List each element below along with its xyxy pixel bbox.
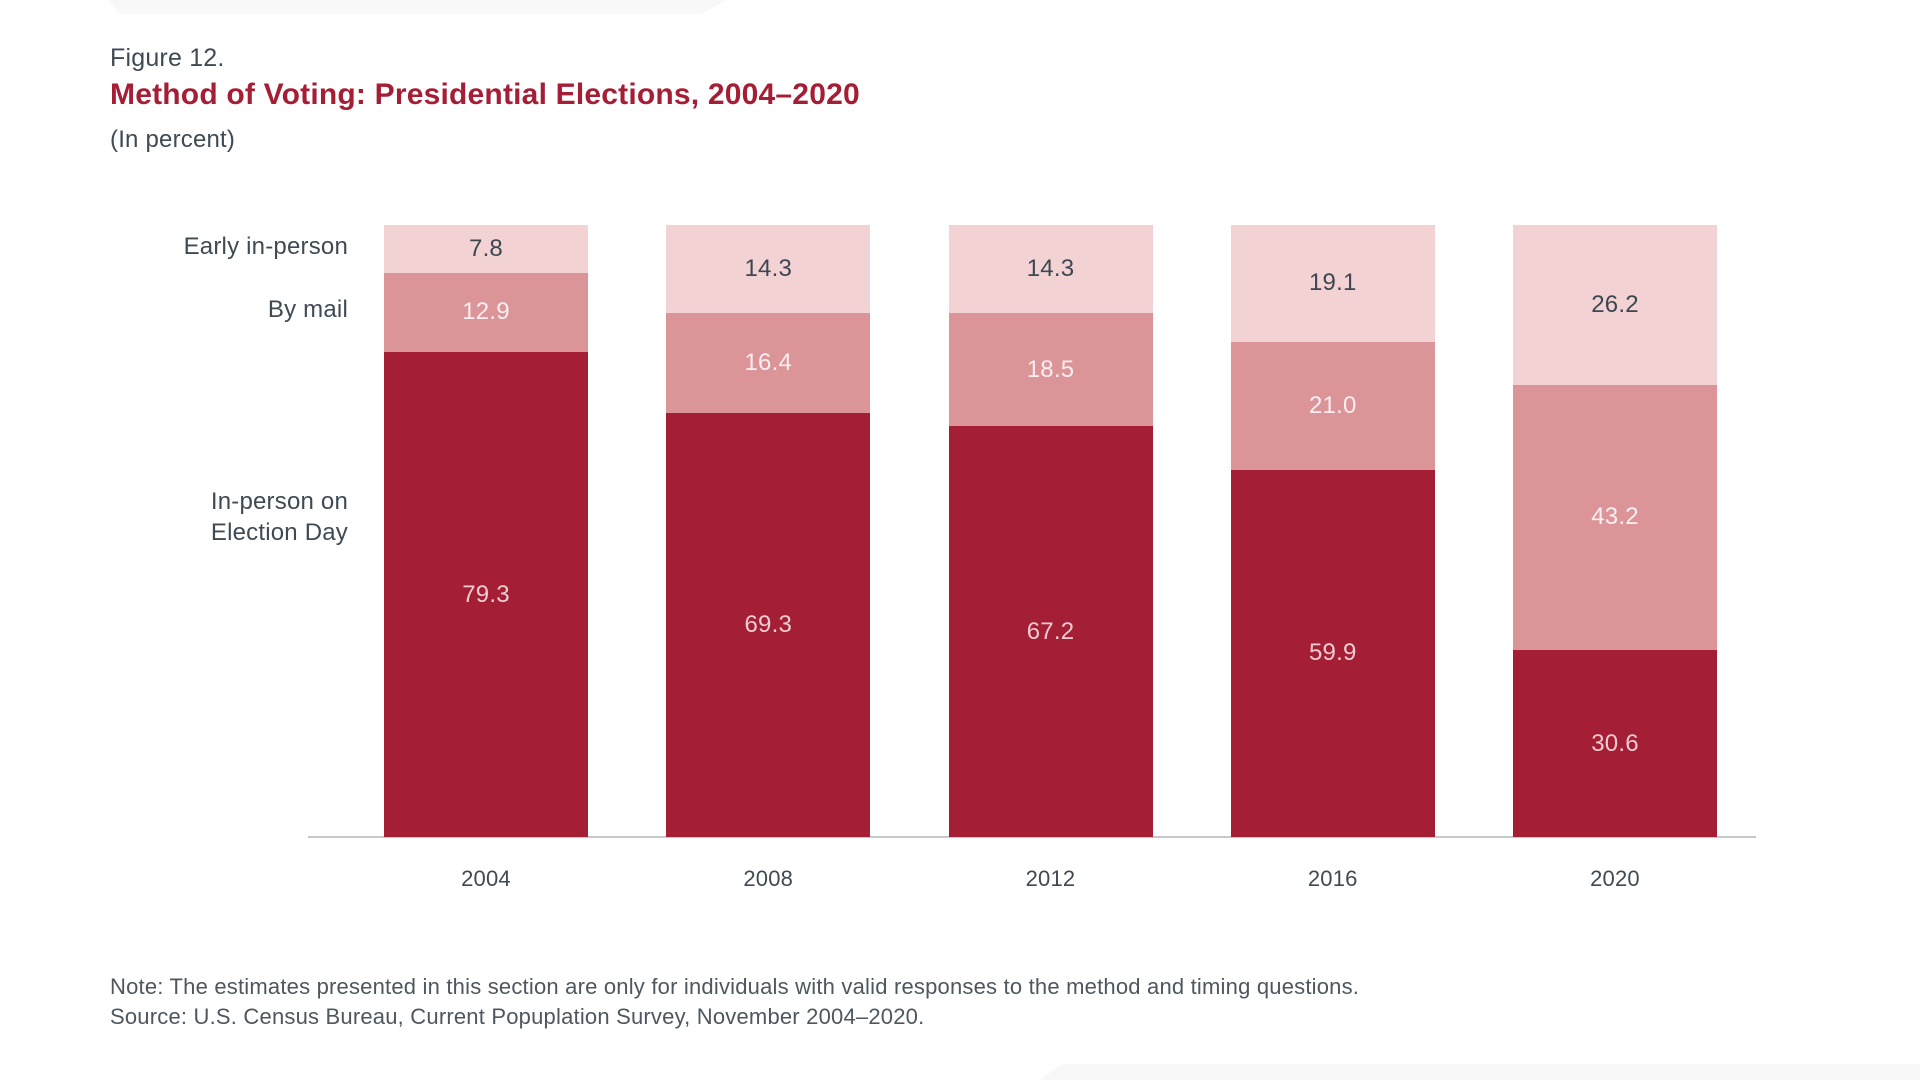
- bar-segment-2004-early-in-person: 7.8: [384, 225, 588, 273]
- value-label-2012-by-mail: 18.5: [1026, 355, 1075, 383]
- value-label-2008-early-in-person: 14.3: [744, 255, 792, 282]
- figure-subtitle: (In percent): [110, 126, 236, 153]
- top-edge-decoration: [108, 0, 726, 14]
- bottom-edge-decoration: [1040, 1064, 1920, 1080]
- bar-segment-2016-election-day: 59.9: [1230, 470, 1435, 837]
- figure-number: Figure 12.: [110, 44, 225, 72]
- bar-segment-2012-election-day: 67.2: [948, 425, 1153, 837]
- value-label-2016-election-day: 59.9: [1308, 639, 1357, 667]
- value-label-2016-early-in-person: 19.1: [1308, 269, 1357, 296]
- bar-segment-2004-election-day: 79.3: [384, 351, 588, 837]
- bar-segment-2020-early-in-person: 26.2: [1513, 225, 1717, 386]
- value-label-2020-by-mail: 43.2: [1591, 503, 1639, 531]
- bar-segment-2020-by-mail: 43.2: [1513, 385, 1717, 650]
- value-label-2004-early-in-person: 7.8: [469, 235, 503, 262]
- x-axis-label-2016: 2016: [1307, 866, 1358, 891]
- x-axis-line: [308, 836, 1756, 838]
- value-label-2008-by-mail: 16.4: [744, 348, 792, 376]
- series-label-early-in-person: Early in-person: [183, 233, 348, 260]
- x-axis-label-2008: 2008: [743, 866, 794, 891]
- value-label-2012-early-in-person: 14.3: [1026, 255, 1075, 282]
- figure-title: Method of Voting: Presidential Elections…: [110, 78, 860, 111]
- series-label-election-day: In-person on Election Day: [210, 488, 348, 546]
- bar-segment-2008-early-in-person: 14.3: [666, 225, 871, 313]
- bar-segment-2020-election-day: 30.6: [1513, 649, 1717, 837]
- value-label-2020-early-in-person: 26.2: [1591, 291, 1639, 318]
- value-label-2004-by-mail: 12.9: [462, 297, 510, 325]
- x-axis-label-2012: 2012: [1025, 866, 1076, 891]
- value-label-2008-election-day: 69.3: [744, 610, 792, 638]
- chart-source: Source: U.S. Census Bureau, Current Popu…: [110, 1004, 925, 1029]
- bar-segment-2012-by-mail: 18.5: [948, 312, 1153, 426]
- bar-segment-2008-election-day: 69.3: [666, 412, 871, 837]
- value-label-2016-by-mail: 21.0: [1308, 391, 1357, 419]
- bar-segment-2016-early-in-person: 19.1: [1230, 225, 1435, 342]
- value-label-2004-election-day: 79.3: [462, 580, 510, 608]
- value-label-2012-election-day: 67.2: [1026, 617, 1075, 645]
- value-label-2020-election-day: 30.6: [1591, 729, 1639, 757]
- chart-note: Note: The estimates presented in this se…: [110, 974, 1360, 999]
- bar-segment-2004-by-mail: 12.9: [384, 272, 588, 352]
- series-label-by-mail: By mail: [267, 296, 348, 323]
- bar-segment-2012-early-in-person: 14.3: [948, 225, 1153, 313]
- bar-segment-2008-by-mail: 16.4: [666, 312, 871, 413]
- x-axis-label-2020: 2020: [1590, 866, 1640, 891]
- x-axis-label-2004: 2004: [461, 866, 511, 891]
- bar-segment-2016-by-mail: 21.0: [1230, 341, 1435, 471]
